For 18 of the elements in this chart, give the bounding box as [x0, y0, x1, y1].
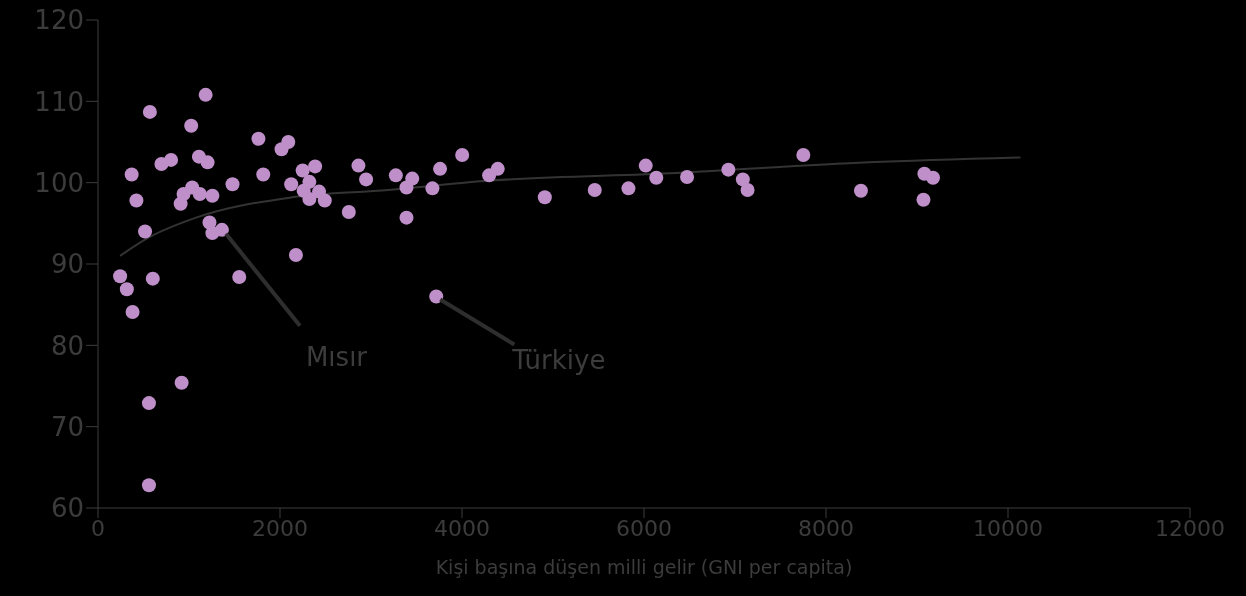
x-tick-label: 10000	[973, 515, 1043, 541]
x-tick-label: 8000	[798, 515, 854, 541]
x-tick-label: 6000	[616, 515, 672, 541]
y-tick-label: 110	[34, 86, 84, 117]
y-tick-label: 90	[50, 249, 84, 280]
y-tick-label: 100	[34, 167, 84, 198]
x-tick-label: 2000	[252, 515, 308, 541]
x-tick-label: 4000	[434, 515, 490, 541]
x-tick-label: 12000	[1155, 515, 1225, 541]
x-tick-label: 0	[91, 515, 105, 541]
y-tick-label: 70	[50, 411, 84, 442]
y-tick-label: 120	[34, 5, 84, 36]
y-tick-label: 60	[50, 493, 84, 524]
annotation: Mısır	[305, 341, 368, 372]
y-tick-label: 80	[50, 330, 84, 361]
line-series	[119, 156, 1022, 257]
annotation: Türkiye	[511, 344, 606, 375]
x-axis-title: Kişi başına düşen milli gelir (GNI per capita)	[435, 556, 853, 578]
